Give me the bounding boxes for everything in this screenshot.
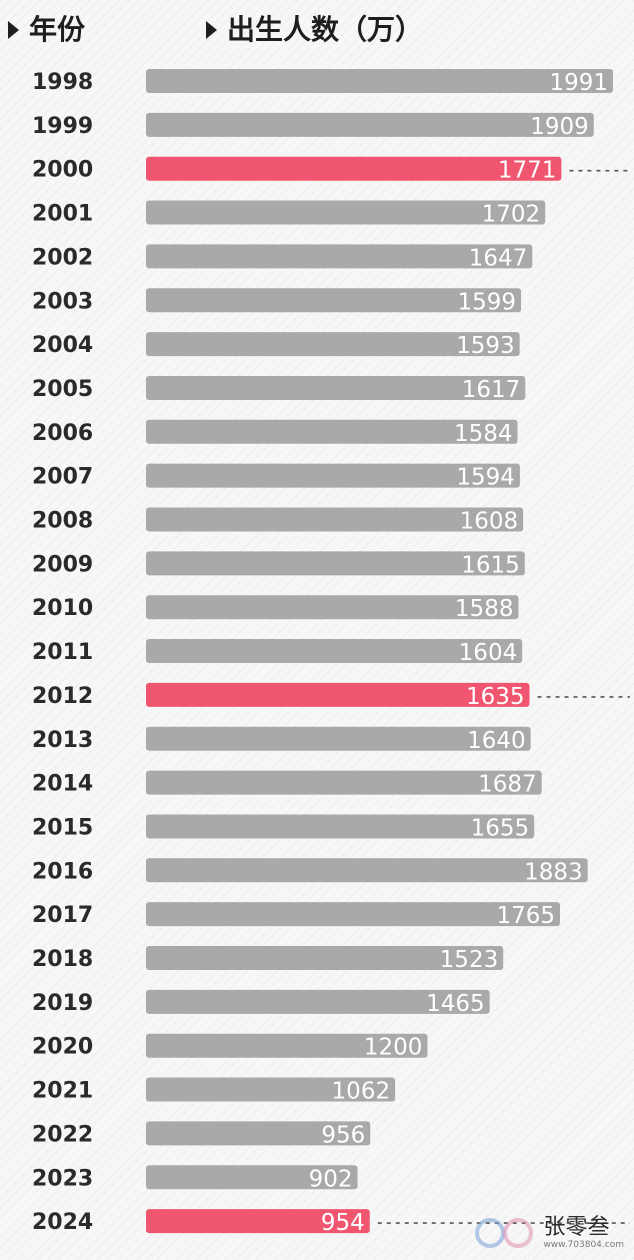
bar-value-label: 1604 <box>459 640 518 666</box>
bar <box>146 1165 358 1190</box>
bar-value-label: 1599 <box>458 289 517 315</box>
bar-value-label: 1594 <box>456 465 515 491</box>
bar <box>146 419 518 444</box>
watermark-brand: 张零叁 <box>543 1215 610 1240</box>
bar-value-label: 1523 <box>440 947 499 973</box>
year-tick-label: 2004 <box>32 333 93 358</box>
bar <box>146 1121 371 1146</box>
year-tick-label: 2006 <box>32 421 93 446</box>
bar <box>146 770 542 795</box>
bar-highlighted <box>146 682 530 707</box>
year-tick-label: 2021 <box>32 1079 93 1104</box>
bar-value-label: 1615 <box>461 552 520 578</box>
bar <box>146 112 594 137</box>
year-tick-label: 2023 <box>32 1166 93 1191</box>
bar-value-label: 1765 <box>496 903 555 929</box>
year-tick-label: 2010 <box>32 596 93 621</box>
year-tick-label: 2018 <box>32 947 93 972</box>
bar-value-label: 1584 <box>454 421 513 447</box>
year-tick-label: 2013 <box>32 728 93 753</box>
year-tick-label: 1998 <box>32 70 93 95</box>
bar-value-label: 1062 <box>332 1079 391 1105</box>
year-tick-label: 2003 <box>32 289 93 314</box>
bar <box>146 244 533 269</box>
bar <box>146 595 519 620</box>
bar-value-label: 1771 <box>498 158 557 184</box>
year-tick-label: 2005 <box>32 377 93 402</box>
year-tick-label: 2007 <box>32 465 93 490</box>
bar <box>146 69 613 93</box>
bar-value-label: 1883 <box>524 859 583 885</box>
bar-value-label: 1617 <box>462 377 521 403</box>
bar-value-label: 954 <box>321 1210 365 1236</box>
year-header-label: 年份 <box>29 13 86 46</box>
year-column-header: 年份 <box>8 10 85 50</box>
bar <box>146 507 524 532</box>
year-tick-label: 2012 <box>32 684 93 709</box>
year-tick-label: 1999 <box>32 114 93 139</box>
bar-highlighted <box>146 156 562 181</box>
bar <box>146 946 504 970</box>
watermark-url: www.703804.com <box>543 1240 624 1250</box>
bar <box>146 1033 428 1058</box>
bar <box>146 551 525 576</box>
bar-value-label: 1608 <box>460 509 519 535</box>
bar <box>146 989 490 1014</box>
year-tick-label: 2014 <box>32 772 93 797</box>
bar-value-label: 1465 <box>426 991 485 1017</box>
triangle-bullet-icon <box>206 21 217 39</box>
triangle-bullet-icon <box>8 21 19 39</box>
bar-value-label: 1909 <box>530 114 589 140</box>
bar <box>146 902 560 927</box>
year-tick-label: 2020 <box>32 1035 93 1060</box>
bar <box>146 814 535 839</box>
births-header-label: 出生人数（万） <box>227 13 424 46</box>
year-tick-label: 2000 <box>32 158 93 183</box>
bar-value-label: 902 <box>309 1166 353 1192</box>
year-tick-label: 2002 <box>32 245 93 270</box>
chart-header: 年份 出生人数（万） <box>0 10 634 54</box>
year-tick-label: 2001 <box>32 202 93 227</box>
year-tick-label: 2024 <box>32 1210 93 1235</box>
year-tick-label: 2019 <box>32 991 93 1016</box>
bar <box>146 639 523 664</box>
bar-value-label: 1200 <box>364 1035 423 1061</box>
bar-value-label: 1635 <box>466 684 525 710</box>
bar <box>146 200 546 225</box>
bar <box>146 288 522 313</box>
year-tick-label: 2011 <box>32 640 93 665</box>
watermark: 张零叁 www.703804.com <box>473 1216 624 1250</box>
bar <box>146 375 526 400</box>
watermark-logo-icon <box>473 1216 539 1250</box>
bar-value-label: 956 <box>321 1122 365 1148</box>
bar-highlighted <box>146 1209 370 1234</box>
year-tick-label: 2008 <box>32 509 93 534</box>
bar-value-label: 1588 <box>455 596 514 622</box>
bar <box>146 1077 396 1102</box>
bar <box>146 726 531 751</box>
bar-value-label: 1655 <box>471 815 530 841</box>
bar-value-label: 1640 <box>467 728 526 754</box>
year-tick-label: 2017 <box>32 903 93 928</box>
bar-value-label: 1702 <box>482 202 541 228</box>
year-tick-label: 2015 <box>32 815 93 840</box>
year-tick-label: 2009 <box>32 552 93 577</box>
year-tick-label: 2022 <box>32 1122 93 1147</box>
births-column-header: 出生人数（万） <box>206 10 423 50</box>
bar-value-label: 1593 <box>456 333 515 359</box>
bar-value-label: 1687 <box>478 772 537 798</box>
bar <box>146 858 588 883</box>
bar-value-label: 1991 <box>549 70 608 96</box>
bar-value-label: 1647 <box>469 245 528 271</box>
year-tick-label: 2016 <box>32 859 93 884</box>
bar <box>146 463 520 488</box>
bar <box>146 332 520 357</box>
